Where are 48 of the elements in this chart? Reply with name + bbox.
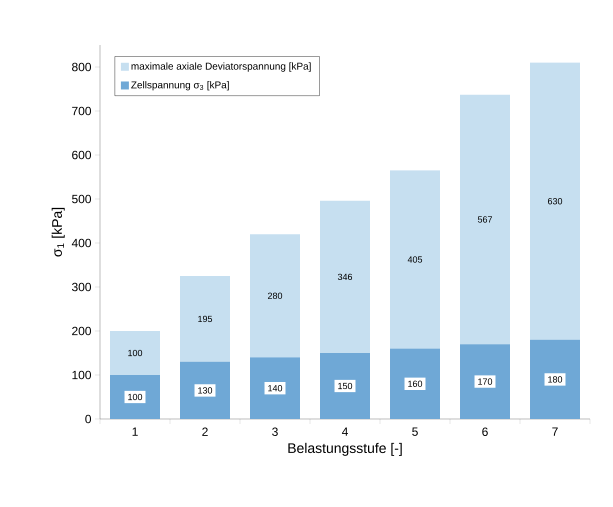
bar [250, 234, 300, 358]
y-tick-label: 300 [72, 282, 92, 292]
x-axis-title: Belastungsstufe [-] [288, 442, 402, 456]
bar [320, 200, 370, 353]
bar [180, 276, 230, 362]
data-label: 180 [548, 376, 562, 383]
x-tick-label: 1 [132, 428, 138, 436]
y-tick-label: 0 [85, 414, 92, 424]
y-tick-label: 100 [72, 370, 92, 380]
y-tick-label: 700 [72, 106, 92, 116]
y-tick-label: 400 [72, 238, 92, 248]
bar [460, 344, 510, 419]
legend-label: Zellspannung σ$_{3}$ [kPa] [131, 81, 229, 90]
bar [390, 348, 440, 419]
bar [390, 170, 440, 349]
y-tick-label: 200 [72, 326, 92, 336]
y-tick-label: 800 [72, 62, 92, 72]
bar [530, 62, 580, 340]
legend-label: maximale axiale Deviatorspannung [kPa] [132, 62, 311, 72]
data-label: 160 [408, 380, 422, 387]
data-label: 130 [198, 387, 212, 394]
bar [180, 362, 230, 419]
data-label: 630 [548, 198, 562, 204]
data-label: 346 [338, 274, 352, 280]
x-tick-label: 2 [202, 428, 208, 436]
bar [460, 94, 510, 344]
y-tick-label: 600 [72, 150, 92, 160]
bar [250, 357, 300, 419]
data-label: 150 [338, 382, 352, 390]
data-label: 280 [268, 292, 282, 299]
x-tick-label: 6 [482, 428, 488, 436]
bar [530, 340, 580, 419]
data-label: 140 [268, 385, 282, 392]
data-label: 170 [478, 378, 492, 385]
y-axis-title: σ$_{1}$ [kPa] [52, 208, 65, 257]
bar [110, 375, 160, 419]
x-tick-label: 3 [272, 428, 278, 436]
bar [320, 353, 370, 419]
data-label: 100 [128, 394, 142, 400]
x-tick-label: 7 [552, 428, 558, 436]
bar [110, 331, 160, 375]
x-tick-label: 5 [412, 428, 418, 436]
x-tick-label: 4 [342, 428, 348, 436]
data-label: 567 [478, 216, 492, 223]
data-label: 100 [128, 350, 142, 356]
data-label: 195 [198, 316, 212, 322]
y-tick-label: 500 [72, 194, 92, 204]
data-label: 405 [408, 256, 422, 263]
